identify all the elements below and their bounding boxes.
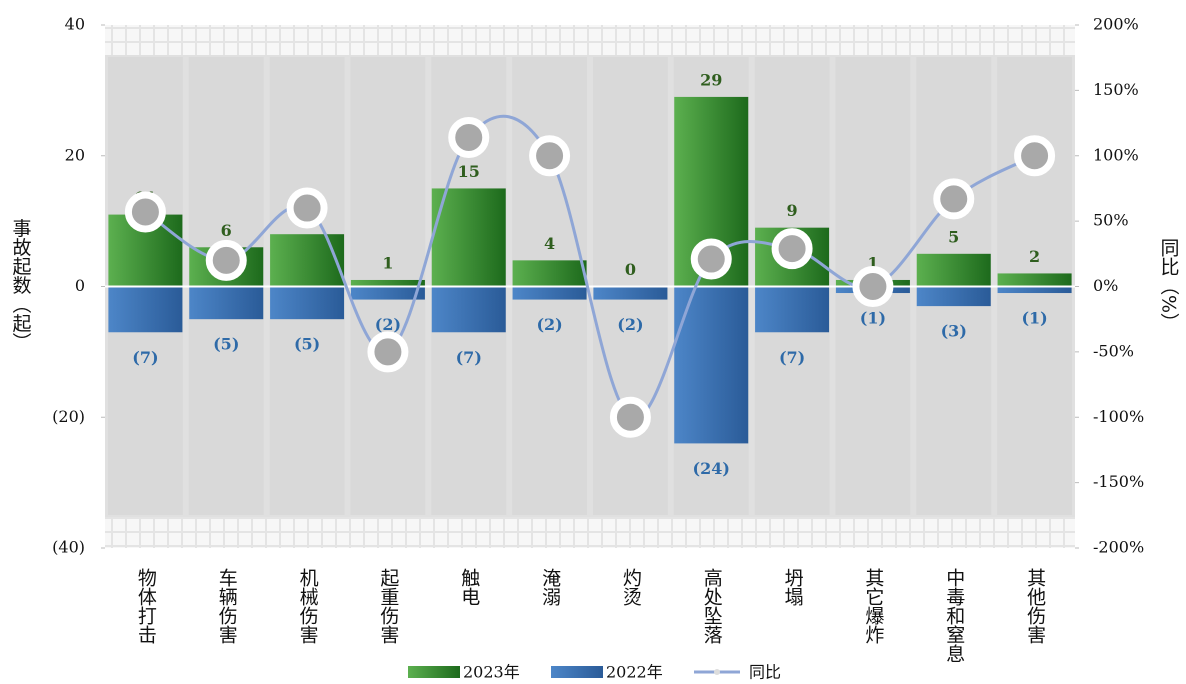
data-label: 29 [700,70,722,89]
bar [916,286,991,307]
y2-tick-label: 50% [1093,211,1129,230]
legend-swatch [714,669,720,675]
x-tick-label: 其他伤害 [1024,568,1046,644]
line-marker [1014,135,1056,177]
y2-tick-label: -200% [1093,538,1144,557]
data-label: (2) [617,315,643,334]
data-label: 6 [221,221,232,240]
bar [593,286,668,300]
line-marker [286,187,328,229]
data-label: 1 [382,253,393,272]
data-label: (7) [456,348,482,367]
y2-tick-label: -150% [1093,472,1144,491]
bar [431,188,506,287]
bar [270,286,345,320]
x-tick-label: 触电 [458,568,480,606]
data-label: (3) [941,322,967,341]
bar [997,273,1072,287]
data-label: (2) [536,315,562,334]
y-tick-label: 0 [75,276,85,295]
y-tick-label: 40 [65,15,85,34]
line-marker [852,266,894,307]
y2-axis-title: 同比（%） [1158,238,1180,332]
line-marker [933,178,975,220]
y-tick-label: 20 [65,145,85,164]
y2-tick-label: -100% [1093,407,1144,426]
data-label: 4 [544,234,555,253]
x-tick-label: 中毒和窒息 [943,568,965,663]
y-tick-label: (20) [52,407,85,426]
legend-label: 同比 [749,663,781,682]
legend-swatch [551,666,603,678]
line-marker [367,331,409,373]
bar [512,260,587,287]
x-tick-label: 其它爆炸 [862,568,884,644]
x-tick-label: 车辆伤害 [216,568,238,644]
x-tick-label: 淹溺 [539,568,561,607]
x-tick-label: 机械伤害 [297,568,319,644]
bar [431,286,506,333]
line-marker [124,191,166,233]
y-axis-title: 事故起数（起） [10,218,32,351]
data-label: (1) [860,309,886,328]
data-label: (1) [1021,309,1047,328]
line-marker [448,116,490,158]
bar [997,286,1072,294]
x-tick-label: 物体打击 [135,568,157,644]
line-marker [529,135,571,177]
data-label: 0 [625,260,636,279]
x-tick-label: 高处坠落 [701,568,723,644]
legend-label: 2022年 [606,663,663,682]
data-label: 15 [458,162,480,181]
bar [350,286,425,300]
x-tick-label: 坍塌 [782,568,804,606]
data-label: (24) [693,459,730,478]
bar [108,286,183,333]
bar [512,286,587,300]
data-label: (2) [375,315,401,334]
data-label: (7) [132,348,158,367]
y2-tick-label: 200% [1093,15,1139,34]
data-label: 2 [1029,247,1040,266]
line-marker [205,239,247,281]
bar [916,253,991,287]
data-label: 1 [867,253,878,272]
x-tick-label: 灼烫 [620,568,642,606]
y2-tick-label: 0% [1093,276,1118,295]
x-tick-label: 起重伤害 [377,568,399,644]
data-label: 5 [948,227,959,246]
data-label: (5) [213,335,239,354]
line-marker [609,396,651,438]
line-marker [690,238,732,280]
legend-label: 2023年 [463,663,520,682]
bar [350,279,425,287]
bar [755,286,830,333]
data-label: (7) [779,348,805,367]
y2-tick-label: -50% [1093,341,1134,360]
bar [189,286,264,320]
y-tick-label: (40) [52,538,85,557]
legend-swatch [408,666,460,678]
y2-tick-label: 100% [1093,145,1139,164]
data-label: (5) [294,335,320,354]
bar [270,234,345,287]
line-marker [771,228,813,270]
data-label: 9 [787,201,798,220]
y2-tick-label: 150% [1093,80,1139,99]
